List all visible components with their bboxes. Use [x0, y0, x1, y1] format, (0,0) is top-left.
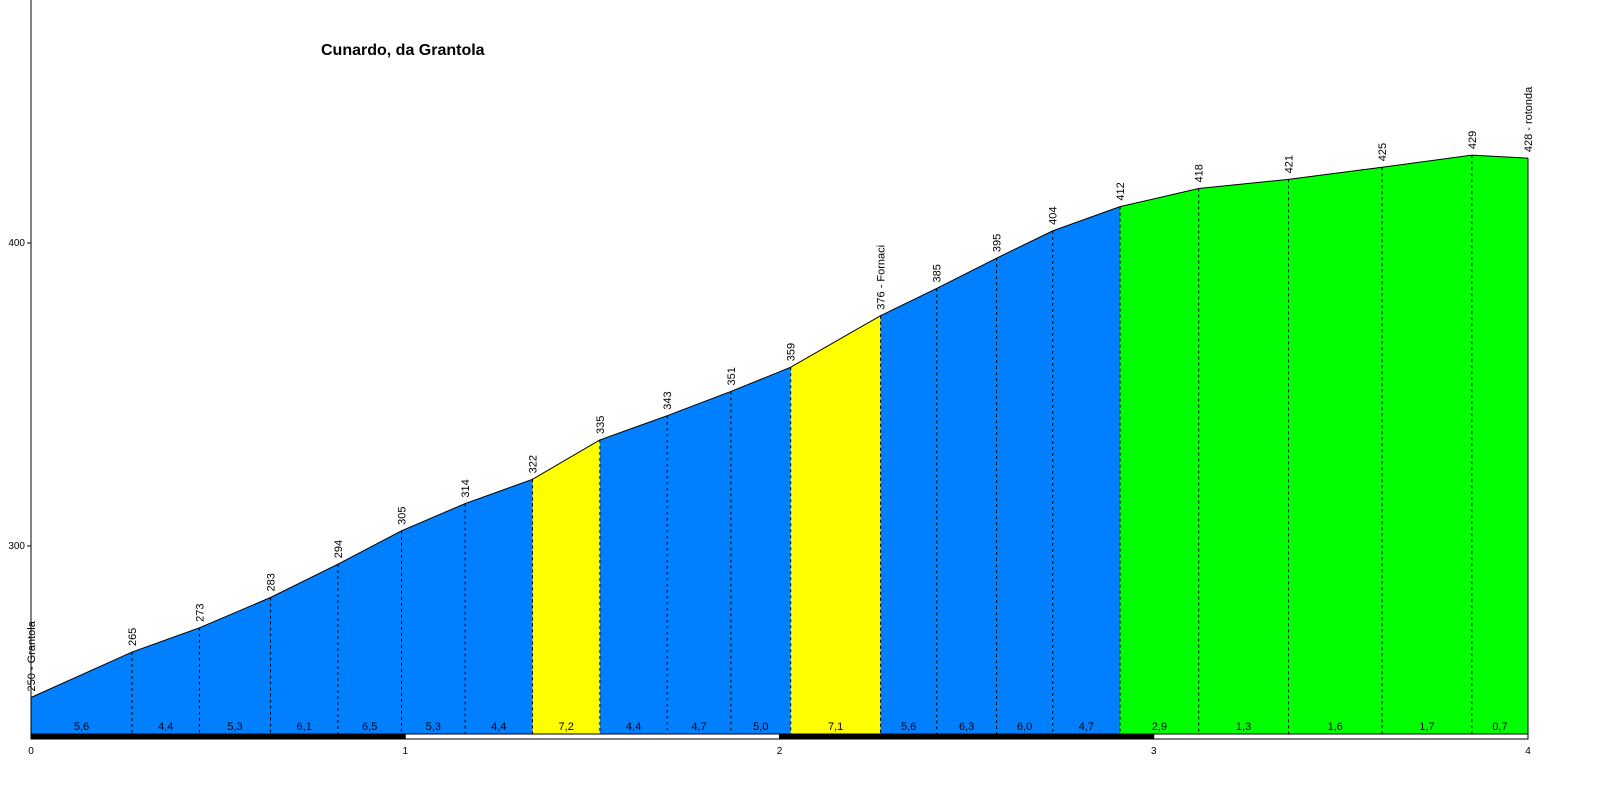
altitude-label: 314 — [460, 479, 472, 497]
segment-area — [31, 652, 133, 734]
segment-dividers — [131, 155, 1473, 734]
gradient-label: 5,3 — [227, 721, 242, 733]
gradient-label: 1,6 — [1328, 721, 1343, 733]
altitude-label: 335 — [595, 416, 607, 434]
gradient-label: 6,3 — [959, 721, 974, 733]
segment-area — [199, 597, 271, 734]
gradient-label: 4,4 — [491, 721, 506, 733]
gradient-label: 4,7 — [691, 721, 706, 733]
altitude-label: 418 — [1194, 164, 1206, 182]
segment-area — [1198, 179, 1289, 734]
segment-area — [996, 230, 1053, 734]
segment-area — [401, 503, 466, 734]
altitude-label: 376 - Fornaci — [876, 245, 888, 310]
segment-area — [880, 288, 937, 734]
x-axis-scale-bar — [30, 733, 406, 740]
altitude-label: 395 — [992, 234, 1004, 252]
gradient-label: 7,1 — [828, 721, 843, 733]
gradient-label: 0,7 — [1492, 721, 1507, 733]
segment-area — [465, 479, 533, 734]
gradient-label: 5,0 — [753, 721, 768, 733]
altitude-label: 343 — [662, 391, 674, 409]
altitude-label: 404 — [1048, 207, 1060, 225]
altitude-label: 322 — [527, 455, 539, 473]
segment-area — [270, 564, 338, 734]
gradient-label: 5,6 — [901, 721, 916, 733]
x-tick-label: 2 — [777, 746, 783, 757]
segment-area — [667, 391, 731, 734]
segment-area — [532, 439, 600, 734]
gradient-label: 5,3 — [426, 721, 441, 733]
y-tick-label: 400 — [8, 238, 25, 249]
x-axis-scale-bar — [779, 733, 1155, 740]
gradient-label: 6,0 — [1017, 721, 1032, 733]
segment-area — [1288, 167, 1383, 734]
altitude-labels: 250 - Grantola 265 273 283 294 305 314 322 335 34… — [26, 86, 1535, 692]
x-tick-label: 0 — [28, 746, 34, 757]
profile-line — [30, 154, 1529, 698]
chart-title: Cunardo, da Grantola — [321, 42, 485, 59]
segment-area — [1471, 155, 1528, 734]
segment-area — [599, 415, 668, 734]
altitude-label: 351 — [726, 367, 738, 385]
altitude-label: 385 — [932, 264, 944, 282]
profile-outline — [30, 154, 1529, 734]
gradient-label: 7,2 — [559, 721, 574, 733]
gradient-label: 1,7 — [1419, 721, 1434, 733]
gradient-label: 6,5 — [362, 721, 377, 733]
gradient-label: 1,3 — [1236, 721, 1251, 733]
segment-area — [1382, 155, 1472, 734]
x-axis-scale-bar — [1153, 733, 1529, 740]
gradient-label: 2,9 — [1152, 721, 1167, 733]
altitude-label: 265 — [127, 628, 139, 646]
gradient-label: 4,7 — [1079, 721, 1094, 733]
altitude-label: 412 — [1115, 182, 1127, 200]
gradient-labels: 5,6 4,4 5,3 6,1 6,5 5,3 4,4 7,2 4,4 4,7 5,0 7,1 5,6 6… — [74, 721, 1508, 733]
altitude-label: 305 — [397, 506, 409, 524]
gradient-label: 5,6 — [74, 721, 89, 733]
altitude-label: 428 - rotonda — [1523, 86, 1535, 152]
segment-area — [1052, 206, 1121, 734]
gradient-segments — [31, 155, 1528, 734]
gradient-label: 4,4 — [158, 721, 173, 733]
altitude-label: 359 — [786, 343, 798, 361]
altitude-label: 294 — [333, 540, 345, 558]
gradient-label: 4,4 — [626, 721, 641, 733]
segment-area — [790, 315, 881, 734]
axes: 300 400 0 1 2 3 4 — [8, 0, 1531, 757]
segment-area — [337, 530, 402, 734]
altitude-label: 283 — [266, 573, 278, 591]
gradient-label: 6,1 — [297, 721, 312, 733]
segment-area — [730, 367, 791, 734]
y-tick-label: 300 — [8, 541, 25, 552]
x-tick-label: 3 — [1151, 746, 1157, 757]
segment-area — [936, 258, 997, 734]
altitude-label: 429 — [1467, 131, 1479, 149]
x-tick-label: 1 — [402, 746, 408, 757]
segment-area — [1120, 188, 1199, 734]
x-tick-label: 4 — [1525, 746, 1531, 757]
x-axis-scale-bar — [404, 733, 780, 740]
altitude-label: 273 — [194, 603, 206, 621]
altitude-label: 425 — [1377, 143, 1389, 161]
altitude-label: 250 - Grantola — [26, 620, 38, 691]
altitude-label: 421 — [1283, 155, 1295, 173]
segment-area — [132, 627, 200, 734]
